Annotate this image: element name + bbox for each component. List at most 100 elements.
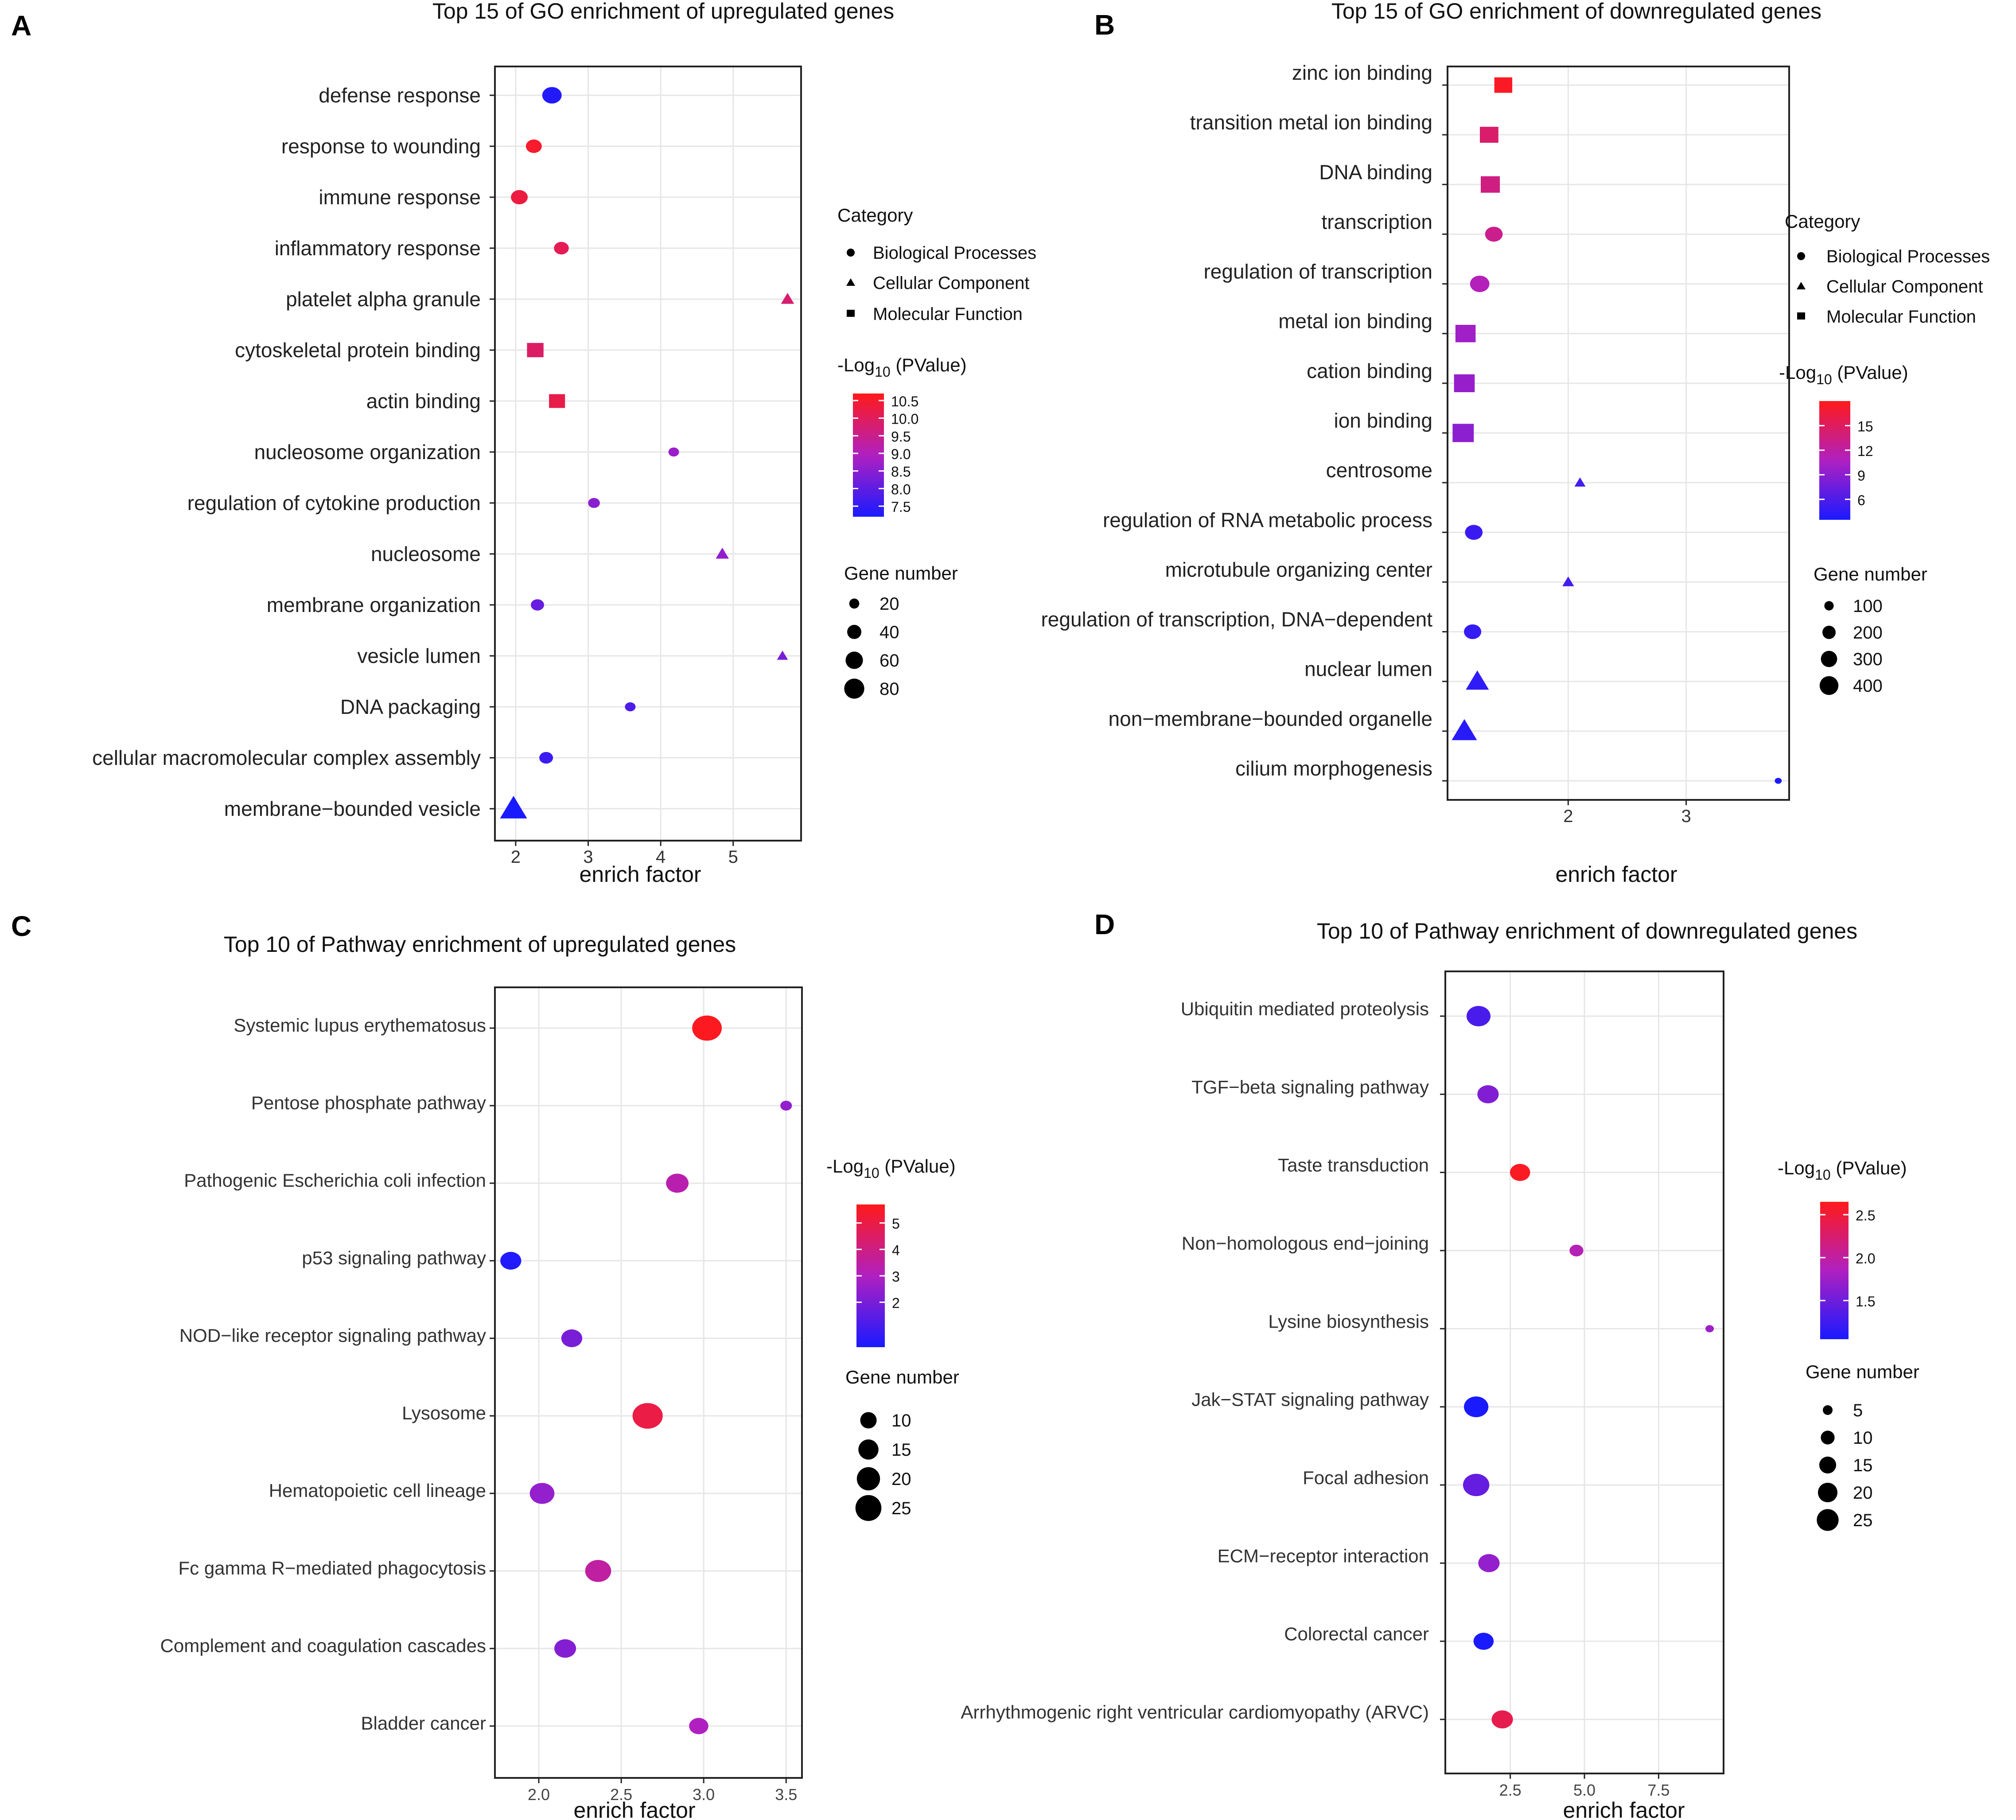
size-legend-dot — [856, 1467, 880, 1491]
x-axis-label: enrich factor — [573, 1798, 695, 1820]
colorbar-title-suffix: (PValue) — [880, 1156, 956, 1177]
data-point-square — [1454, 374, 1475, 393]
colorbar-tick-label: 10.0 — [891, 411, 918, 427]
y-tick-label: Ubiquitin mediated proteolysis — [1181, 998, 1429, 1019]
plot-frame — [494, 66, 802, 842]
size-legend-label: 80 — [880, 679, 899, 699]
category-legend-item: Biological Processes — [1826, 247, 1990, 266]
y-tick-label: response to wounding — [281, 135, 481, 158]
size-legend-dot — [1822, 625, 1836, 639]
size-legend-title: Gene number — [845, 1367, 959, 1387]
data-point-circle — [1705, 1325, 1714, 1333]
plot-area: defense response response to wounding immu… — [92, 66, 802, 867]
y-tick-label: metal ion binding — [1278, 310, 1432, 333]
y-tick-label: Jak−STAT signaling pathway — [1191, 1389, 1429, 1410]
colorbar-tick-label: 15 — [1857, 418, 1873, 434]
colorbar-tick-label: 8.5 — [891, 464, 911, 480]
colorbar-tick-label: 9.0 — [891, 446, 911, 462]
plot-area: Ubiquitin mediated proteolysis TGF−beta s… — [961, 970, 1724, 1799]
y-tick-label: actin binding — [366, 390, 481, 413]
size-legend-dot — [1819, 676, 1839, 695]
data-point-circle — [1491, 1710, 1513, 1729]
plot-frame — [494, 986, 803, 1779]
y-tick-label: Arrhythmogenic right ventricular cardiom… — [961, 1702, 1429, 1723]
size-legend-label: 400 — [1853, 676, 1883, 696]
data-point-circle — [1477, 1085, 1499, 1103]
y-tick-label: membrane−bounded vesicle — [224, 797, 481, 820]
size-legend-label: 25 — [891, 1499, 911, 1518]
size-legend: Gene number 20 40 60 80 — [844, 563, 958, 699]
data-point-triangle — [1574, 477, 1586, 487]
x-tick-label: 3.0 — [693, 1785, 715, 1804]
category-legend-item: Molecular Function — [1826, 307, 1976, 327]
y-tick-label: Lysosome — [402, 1403, 486, 1423]
x-axis-label: enrich factor — [1563, 1798, 1685, 1820]
data-point-circle — [588, 498, 600, 508]
colorbar-title-main: -Log — [826, 1156, 864, 1177]
x-tick-label: 3 — [583, 847, 593, 867]
y-tick-label: regulation of RNA metabolic process — [1103, 508, 1432, 531]
legend-triangle-icon — [1797, 282, 1806, 289]
y-tick-label: cytoskeletal protein binding — [235, 339, 481, 362]
y-tick-label: zinc ion binding — [1292, 61, 1432, 84]
category-legend-title: Category — [1785, 211, 1860, 232]
plot-background — [495, 66, 801, 841]
x-tick-label: 3.5 — [775, 1785, 797, 1804]
panel-label-a: A — [11, 10, 31, 42]
panel-label-d: D — [1094, 908, 1115, 940]
legend-circle-icon — [847, 249, 855, 257]
colorbar-title: -Log10 (PValue) — [1779, 362, 1908, 387]
panel-a: A Top 15 of GO enrichment of upregulated… — [11, 0, 1036, 887]
legend-square-icon — [1797, 312, 1805, 320]
size-legend-dot — [844, 678, 864, 699]
size-legend-label: 10 — [1853, 1428, 1873, 1448]
data-point-circle — [1569, 1244, 1584, 1257]
size-legend-label: 15 — [891, 1440, 911, 1460]
size-legend-dot — [1819, 1456, 1837, 1474]
colorbar-tick-label: 12 — [1857, 443, 1873, 459]
y-tick-label: ion binding — [1334, 409, 1432, 432]
y-tick-label: DNA packaging — [340, 695, 481, 718]
y-tick-label: p53 signaling pathway — [302, 1247, 486, 1268]
colorbar-tick-label: 2.5 — [1856, 1208, 1875, 1224]
colorbar-title-suffix: (PValue) — [1831, 1157, 1907, 1178]
colorbar-swatch — [1820, 1202, 1849, 1339]
data-point-circle — [1470, 275, 1490, 292]
data-point-circle — [625, 702, 636, 712]
data-point-square — [1480, 127, 1498, 143]
colorbar-tick-label: 3 — [892, 1269, 900, 1285]
colorbar-tick-label: 10.5 — [891, 394, 918, 409]
panel-c: C Top 10 of Pathway enrichment of upregu… — [11, 910, 959, 1820]
y-tick-label: cation binding — [1307, 359, 1432, 382]
size-legend-label: 300 — [1853, 650, 1883, 669]
colorbar-title-main: -Log — [837, 355, 875, 375]
data-point-circle — [529, 1483, 555, 1504]
colorbar-tick-label: 9 — [1857, 468, 1865, 483]
size-legend-dot — [1818, 1482, 1838, 1503]
data-point-triangle — [781, 292, 794, 304]
colorbar-tick-label: 1.5 — [1856, 1294, 1875, 1309]
data-point-circle — [780, 1100, 792, 1111]
category-legend: Category Biological Processes Cellular C… — [1785, 211, 1990, 327]
colorbar-tick-label: 9.5 — [891, 429, 911, 444]
data-point-circle — [1478, 1554, 1500, 1572]
colorbar-tick-label: 7.5 — [891, 499, 911, 515]
panel-b: B Top 15 of GO enrichment of downregulat… — [1041, 0, 1990, 887]
category-legend: Category Biological Processes Cellular C… — [837, 205, 1036, 324]
category-legend-item: Cellular Component — [873, 273, 1030, 293]
y-tick-label: NOD−like receptor signaling pathway — [179, 1325, 486, 1346]
chart-title: Top 15 of GO enrichment of upregulated g… — [432, 0, 894, 23]
colorbar-swatch — [1819, 401, 1850, 520]
size-legend: Gene number 10 15 20 25 — [845, 1367, 959, 1521]
plot-area: zinc ion binding transition metal ion bin… — [1041, 61, 1790, 826]
data-point-square — [1455, 325, 1476, 343]
colorbar-legend: -Log10 (PValue) 6 9 12 15 — [1779, 362, 1908, 520]
colorbar-legend: -Log10 (PValue) 1.5 2.0 2.5 — [1778, 1157, 1907, 1339]
data-point-square — [1452, 424, 1474, 442]
y-tick-label: cellular macromolecular complex assembly — [92, 746, 481, 769]
y-tick-label: ECM−receptor interaction — [1218, 1545, 1429, 1566]
y-tick-label: Focal adhesion — [1303, 1467, 1429, 1488]
colorbar-legend: -Log10 (PValue) 7.5 8.08.5 9.0 9.5 10.0 10.5 — [837, 355, 967, 517]
chart-title: Top 10 of Pathway enrichment of upregula… — [224, 932, 736, 957]
size-legend-dot — [1824, 601, 1834, 611]
